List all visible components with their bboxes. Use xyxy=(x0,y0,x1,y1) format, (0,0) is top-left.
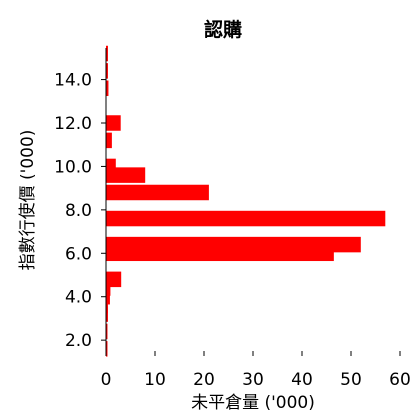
y-tick-label: 6.0 xyxy=(65,244,92,264)
y-axis-ticks: 2.0 4.0 6.0 8.0 10.0 12.0 14.0 xyxy=(54,71,106,351)
bars-group xyxy=(106,45,386,357)
bar-strike-12 xyxy=(106,115,121,131)
bar-strike-6.4 xyxy=(106,236,361,253)
x-tick-label: 20 xyxy=(193,370,215,390)
bar-strike-11.2 xyxy=(106,132,112,149)
bar-strike-10 xyxy=(106,158,116,175)
bar-strike-7.6 xyxy=(106,210,386,227)
bar-strike-8.8 xyxy=(106,184,209,201)
x-tick-label: 10 xyxy=(144,370,166,390)
bar-strike-1.6 xyxy=(106,341,108,357)
bar-strike-3.6 xyxy=(106,297,108,314)
x-axis-label: 未平倉量 ('000) xyxy=(191,393,315,413)
y-tick-label: 10.0 xyxy=(54,157,92,177)
y-tick-label: 2.0 xyxy=(65,331,92,351)
chart-title: 認購 xyxy=(204,18,242,41)
bar-strike-13.6 xyxy=(106,80,109,97)
x-tick-label: 40 xyxy=(291,370,313,390)
y-axis-label: 指數行使價 ('000) xyxy=(17,130,38,271)
y-tick-label: 8.0 xyxy=(65,201,92,221)
bar-strike-4 xyxy=(106,288,110,305)
y-tick-label: 14.0 xyxy=(54,71,92,91)
bar-strike-2.4 xyxy=(106,323,108,340)
x-tick-label: 50 xyxy=(340,370,362,390)
bar-strike-15.2 xyxy=(106,45,108,62)
bar-strike-3.2 xyxy=(106,306,108,322)
bar-strike-4.8 xyxy=(106,271,122,288)
x-axis-ticks: 0 10 20 30 40 50 60 xyxy=(101,351,411,390)
y-tick-label: 4.0 xyxy=(65,288,92,308)
bar-strike-14.4 xyxy=(106,63,108,79)
x-tick-label: 0 xyxy=(101,370,112,390)
y-tick-label: 12.0 xyxy=(54,114,92,134)
bar-strike-4.4 xyxy=(106,280,111,296)
x-tick-label: 60 xyxy=(389,370,411,390)
x-tick-label: 30 xyxy=(242,370,264,390)
